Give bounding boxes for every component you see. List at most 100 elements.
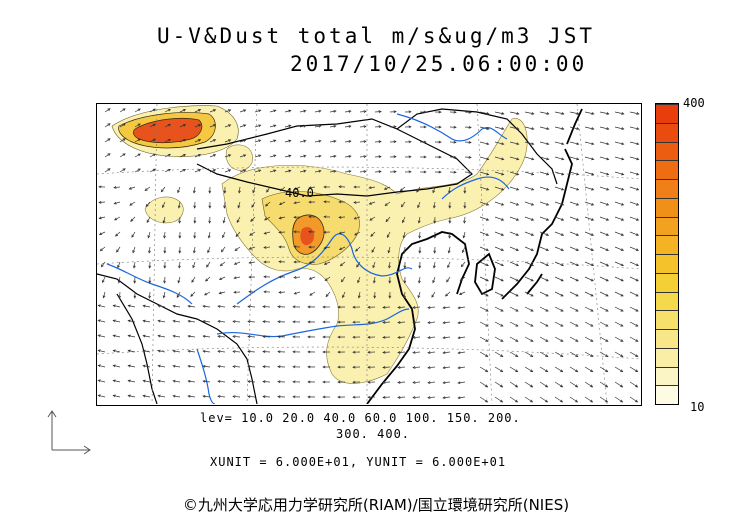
wind-arrow xyxy=(614,141,624,145)
wind-arrow-head xyxy=(163,280,166,284)
colorbar-swatch xyxy=(656,179,678,198)
wind-arrow xyxy=(98,319,106,323)
wind-arrow-head xyxy=(605,218,610,221)
wind-arrow-head xyxy=(112,304,116,308)
wind-arrow xyxy=(129,201,136,206)
wind-arrow xyxy=(247,381,256,383)
wind-arrow xyxy=(374,111,382,113)
wind-arrow xyxy=(554,246,564,251)
wind-arrow xyxy=(114,201,121,205)
wind-arrow-head xyxy=(363,110,367,113)
wind-arrow-head xyxy=(606,127,610,131)
wind-arrow-head xyxy=(382,305,386,309)
wind-arrow-head xyxy=(277,305,281,309)
wind-arrow-head xyxy=(500,384,504,388)
wind-arrow-head xyxy=(363,155,367,158)
wind-arrow-head xyxy=(368,186,372,190)
wind-arrow-head xyxy=(303,154,307,158)
colorbar-swatch xyxy=(656,310,678,329)
wind-arrow-head xyxy=(202,349,206,353)
wind-arrow xyxy=(494,246,504,251)
wind-arrow xyxy=(358,291,361,298)
wind-arrow-head xyxy=(182,123,187,127)
wind-arrow-head xyxy=(107,108,111,112)
wind-arrow-head xyxy=(323,230,327,234)
wind-arrow-head xyxy=(438,140,442,144)
wind-arrow xyxy=(479,321,489,327)
wind-arrow-head xyxy=(531,127,535,131)
wind-arrow-head xyxy=(590,308,594,312)
wind-arrow-head xyxy=(197,169,202,172)
wind-arrow-head xyxy=(378,170,382,174)
wind-arrow-head xyxy=(262,305,266,309)
river-amur xyxy=(396,113,508,142)
wind-arrow-head xyxy=(500,369,504,373)
wind-arrow-head xyxy=(591,187,595,191)
wind-arrow xyxy=(509,366,518,372)
wind-arrow-head xyxy=(590,323,594,327)
wind-arrow-head xyxy=(635,233,640,236)
wind-arrow-head xyxy=(187,379,191,383)
wind-arrow-head xyxy=(515,233,520,236)
wind-arrow-head xyxy=(574,399,579,403)
wind-arrow-head xyxy=(303,169,307,173)
wind-arrow xyxy=(224,201,226,209)
wind-arrow-head xyxy=(423,140,427,144)
wind-arrow-head xyxy=(576,187,580,191)
wind-arrow-head xyxy=(501,172,505,176)
wind-arrow xyxy=(374,171,382,173)
wind-arrow xyxy=(299,170,306,173)
wind-arrow xyxy=(479,306,489,312)
wind-arrow-head xyxy=(546,142,550,146)
wind-arrow-head xyxy=(575,384,579,388)
wind-arrow-head xyxy=(137,108,141,112)
wind-arrow xyxy=(629,396,638,403)
wind-arrow xyxy=(219,291,226,294)
wind-arrow xyxy=(539,156,549,160)
wind-arrow xyxy=(479,216,489,221)
wind-arrow-head xyxy=(397,335,401,339)
wind-arrow-head xyxy=(606,172,610,176)
wind-arrow xyxy=(158,350,166,353)
wind-arrow-head xyxy=(355,248,359,252)
wind-arrow-head xyxy=(575,263,580,267)
wind-arrow xyxy=(554,306,564,312)
wind-arrow xyxy=(569,336,579,342)
wind-arrow xyxy=(524,276,534,282)
wind-arrow-head xyxy=(247,350,251,353)
wind-arrow xyxy=(599,366,608,372)
wind-arrow-head xyxy=(485,293,489,297)
wind-arrow-head xyxy=(167,153,171,157)
wind-arrow-head xyxy=(247,320,251,323)
wind-arrow-head xyxy=(530,202,535,206)
wind-arrow xyxy=(134,153,141,158)
wind-arrow xyxy=(509,231,519,236)
wind-arrow-head xyxy=(501,157,505,161)
wind-arrow-head xyxy=(112,364,116,368)
wind-arrow xyxy=(194,154,201,158)
wind-arrow-head xyxy=(486,142,490,146)
wind-arrow-head xyxy=(333,109,337,113)
wind-arrow xyxy=(339,246,346,250)
wind-arrow xyxy=(614,306,624,312)
wind-arrow-head xyxy=(152,108,156,112)
wind-arrow-head xyxy=(223,205,226,209)
wind-arrow-head xyxy=(386,234,390,238)
wind-arrow-head xyxy=(636,172,640,176)
wind-arrow-head xyxy=(191,279,195,283)
wind-arrow xyxy=(462,246,466,253)
wind-arrow-head xyxy=(515,354,519,358)
wind-arrow-head xyxy=(462,249,465,254)
wind-arrow xyxy=(266,186,271,193)
wind-arrow-head xyxy=(561,172,565,176)
wind-arrow xyxy=(584,111,594,115)
wind-arrow-head xyxy=(412,366,416,369)
wind-arrow-head xyxy=(207,250,210,254)
wind-arrow xyxy=(629,231,639,236)
wind-arrow-head xyxy=(307,335,311,339)
wind-arrow xyxy=(554,171,564,175)
wind-arrow xyxy=(509,351,518,357)
wind-arrow-head xyxy=(217,379,221,383)
wind-arrow-head xyxy=(307,365,311,369)
wind-arrow-head xyxy=(97,304,101,308)
